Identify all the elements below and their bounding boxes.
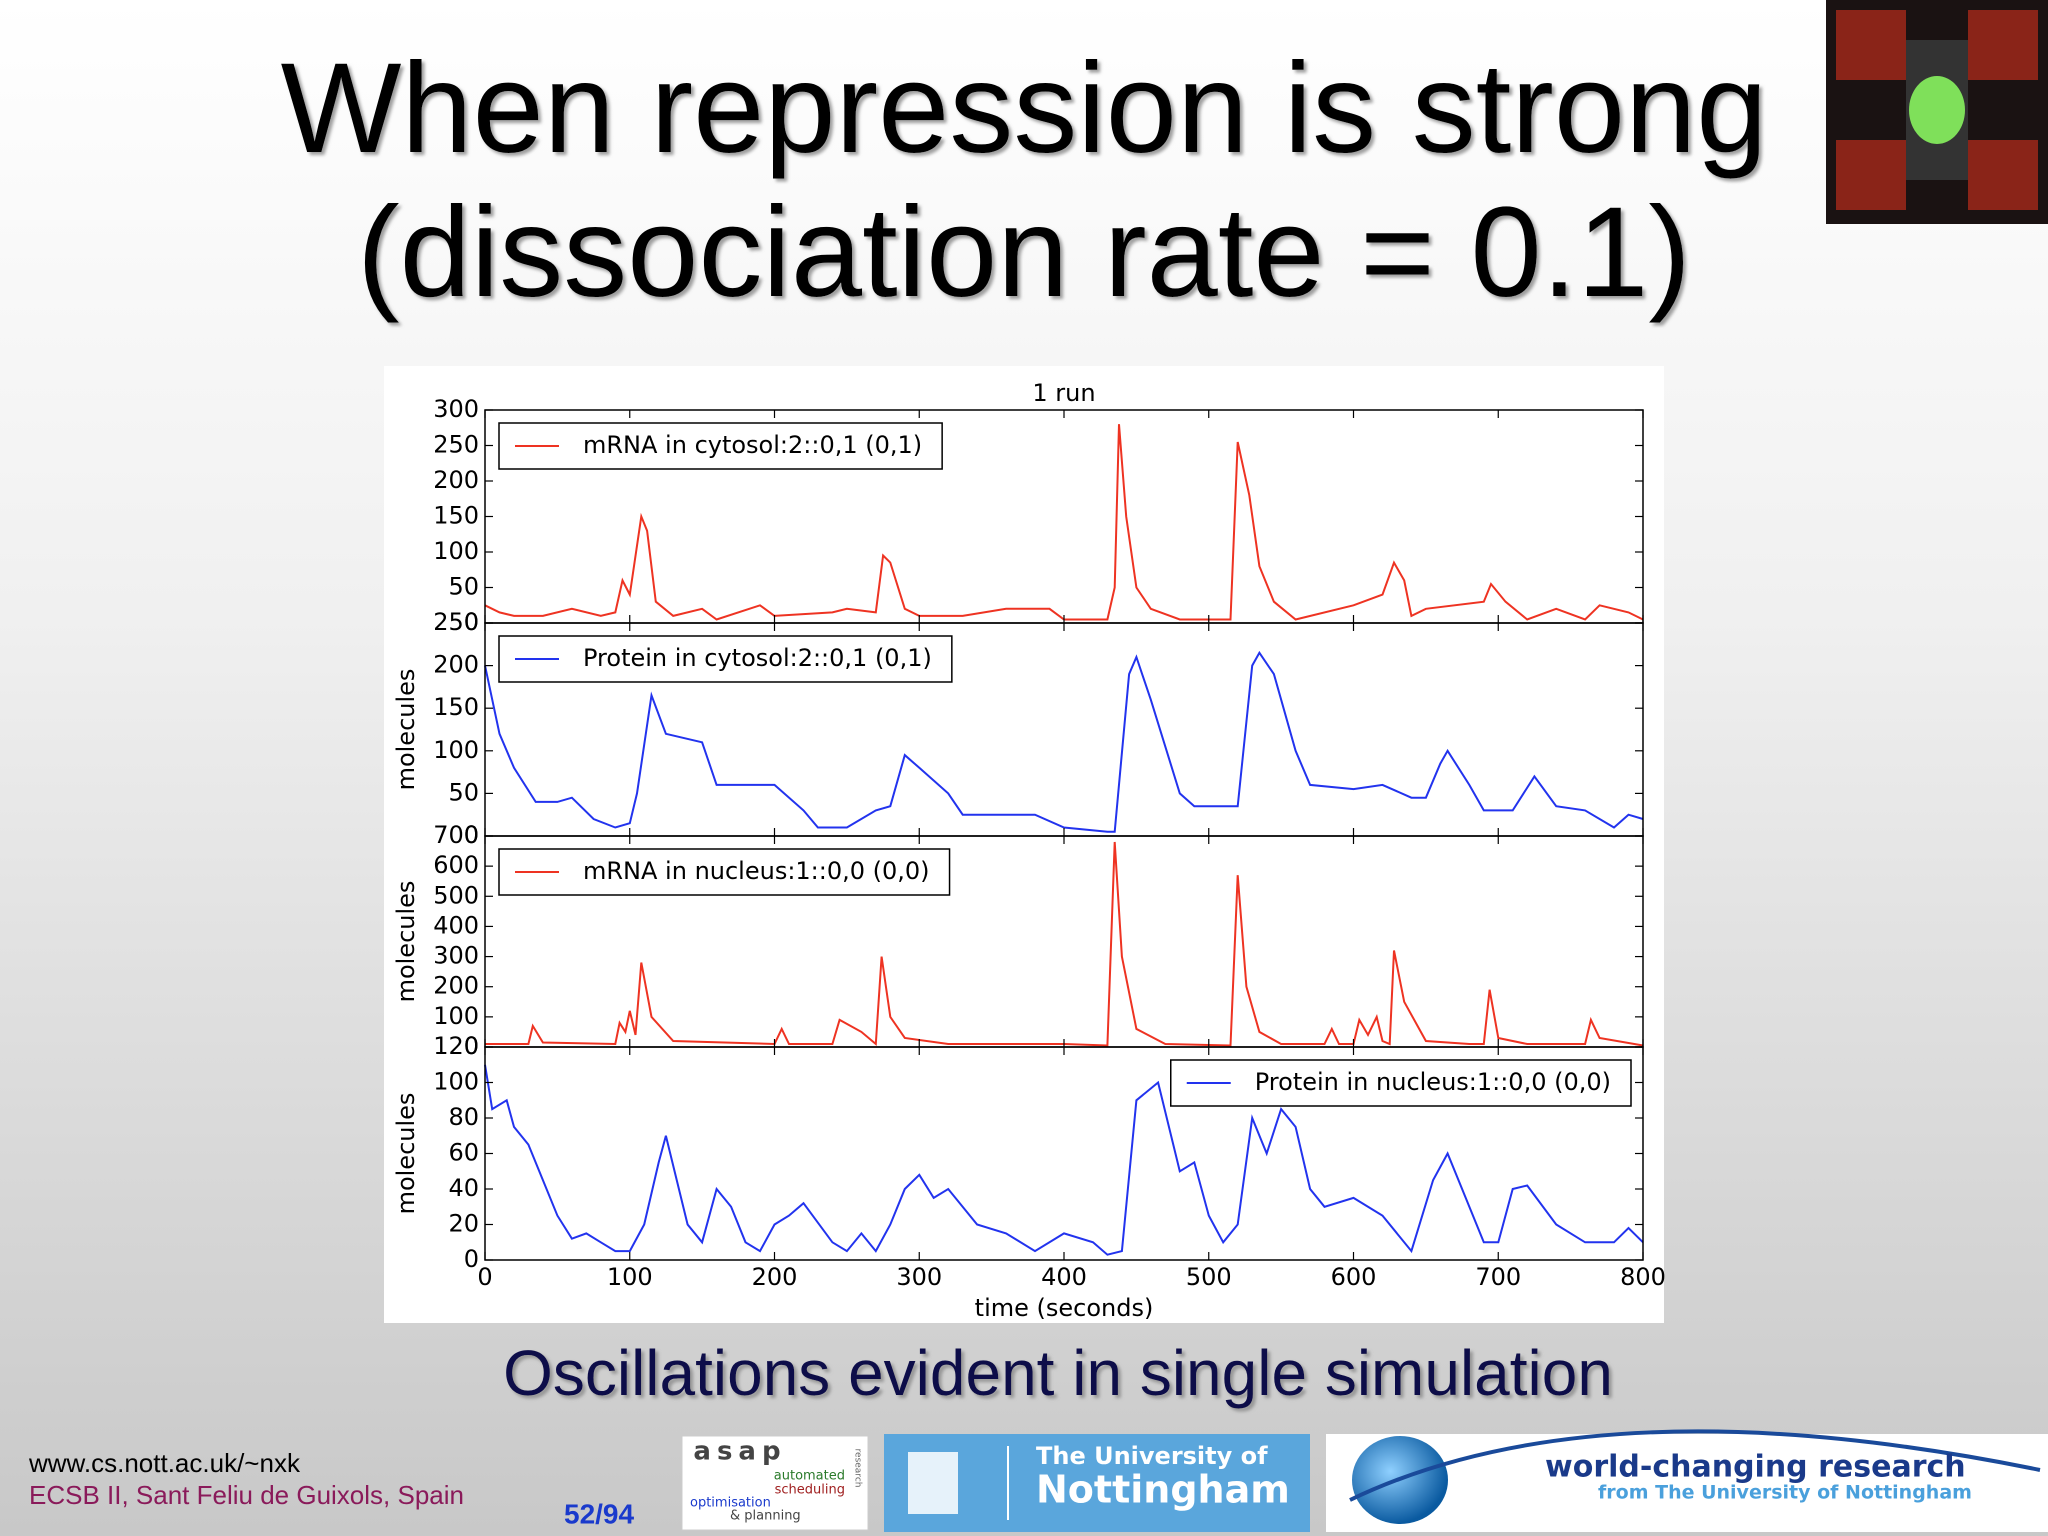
y-tick-label: 250	[433, 431, 479, 459]
logo-text: automated	[774, 1469, 845, 1484]
y-tick-label: 0	[464, 1032, 479, 1060]
y-axis-label: molecules	[392, 669, 420, 791]
legend-label: mRNA in nucleus:1::0,0 (0,0)	[583, 857, 930, 885]
y-tick-label: 0	[464, 608, 479, 636]
y-tick-label: 700	[433, 821, 479, 849]
y-tick-label: 120	[433, 1032, 479, 1060]
research-logo: world-changing research from The Univers…	[1326, 1429, 2048, 1532]
legend: mRNA in cytosol:2::0,1 (0,1)	[498, 422, 943, 470]
legend: Protein in cytosol:2::0,1 (0,1)	[498, 635, 953, 683]
y-tick-label: 300	[433, 942, 479, 970]
y-tick-label: 200	[433, 466, 479, 494]
legend-label: mRNA in cytosol:2::0,1 (0,1)	[583, 431, 922, 459]
y-tick-label: 40	[448, 1174, 479, 1202]
y-tick-label: 400	[433, 911, 479, 939]
subtitle: Oscillations evident in single simulatio…	[503, 1337, 1613, 1409]
legend-box	[498, 422, 943, 470]
chart-background	[384, 366, 1664, 1323]
x-axis-label: time (seconds)	[975, 1294, 1154, 1322]
x-tick-label: 100	[607, 1263, 653, 1291]
logo-text: scheduling	[775, 1483, 845, 1498]
y-tick-label: 0	[464, 821, 479, 849]
title-line: (dissociation rate = 0.1)	[357, 181, 1691, 324]
panel: 0 50 100 150 200 250 300 1 run mRNA in cytosol:2…	[433, 379, 1644, 636]
y-tick-label: 500	[433, 881, 479, 909]
y-tick-label: 100	[433, 537, 479, 565]
legend-label: Protein in cytosol:2::0,1 (0,1)	[583, 644, 932, 672]
data-line	[484, 424, 1644, 621]
y-tick-label: 20	[448, 1210, 479, 1238]
corner-image	[1826, 0, 2048, 224]
legend-box	[1170, 1059, 1632, 1107]
x-tick-label: 400	[1041, 1263, 1087, 1291]
legend-box	[498, 848, 951, 896]
legend-label: Protein in nucleus:1::0,0 (0,0)	[1255, 1068, 1611, 1096]
legend: mRNA in nucleus:1::0,0 (0,0)	[498, 848, 951, 896]
y-tick-label: 100	[433, 1068, 479, 1096]
y-tick-label: 100	[433, 736, 479, 764]
asap-logo: asap research automated scheduling optim…	[681, 1435, 869, 1531]
logo-text: world-changing research	[1545, 1450, 1966, 1485]
logo-text: optimisation	[690, 1496, 771, 1511]
y-tick-label: 300	[433, 395, 479, 423]
logo-text: The University of	[1036, 1442, 1268, 1470]
x-tick-label: 600	[1331, 1263, 1377, 1291]
footer-event: ECSB II, Sant Feliu de Guixols, Spain	[29, 1480, 464, 1510]
x-tick-label: 500	[1186, 1263, 1232, 1291]
data-line	[484, 1064, 1644, 1256]
y-tick-label: 150	[433, 693, 479, 721]
data-line	[484, 650, 1644, 833]
y-tick-label: 150	[433, 502, 479, 530]
x-tick-label: 700	[1475, 1263, 1521, 1291]
legend: Protein in nucleus:1::0,0 (0,0)	[1170, 1059, 1632, 1107]
y-tick-label: 600	[433, 851, 479, 879]
y-tick-label: 200	[433, 651, 479, 679]
x-tick-label: 300	[896, 1263, 942, 1291]
y-tick-label: 60	[448, 1139, 479, 1167]
y-axis-label: molecules	[392, 1093, 420, 1215]
y-tick-label: 100	[433, 1002, 479, 1030]
logo-text: asap	[693, 1437, 786, 1467]
y-tick-label: 200	[433, 972, 479, 1000]
logo-text: from The University of Nottingham	[1598, 1482, 1972, 1504]
panel: 0 50 100 150 200 250 molecules Protein in cytos…	[392, 608, 1644, 849]
y-axis-label: molecules	[392, 881, 420, 1003]
logo-text: research	[853, 1449, 863, 1488]
x-tick-label: 200	[752, 1263, 798, 1291]
logo-text: & planning	[730, 1509, 801, 1524]
x-tick-label: 800	[1620, 1263, 1666, 1291]
page-number: 52/94	[564, 1498, 634, 1529]
y-tick-label: 50	[448, 573, 479, 601]
y-tick-label: 0	[464, 1245, 479, 1273]
university-logo: The University of Nottingham	[884, 1434, 1310, 1532]
y-tick-label: 50	[448, 778, 479, 806]
x-tick-label: 0	[477, 1263, 492, 1291]
data-line	[485, 841, 1644, 1047]
legend-box	[498, 635, 953, 683]
footer-url: www.cs.nott.ac.uk/~nxk	[28, 1448, 301, 1478]
logo-text: Nottingham	[1036, 1468, 1290, 1512]
y-tick-label: 80	[448, 1103, 479, 1131]
y-tick-label: 250	[433, 608, 479, 636]
chart-title: 1 run	[1032, 379, 1095, 407]
title-line: When repression is strong	[281, 37, 1768, 180]
